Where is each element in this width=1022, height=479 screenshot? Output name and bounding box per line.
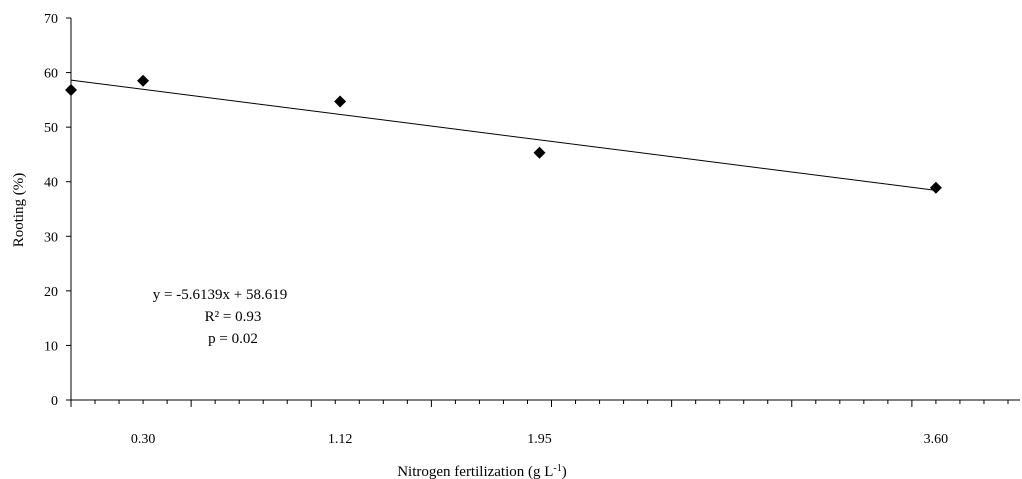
y-tick-label: 50	[44, 121, 58, 136]
regression-equation: y = -5.6139x + 58.619	[153, 287, 287, 303]
data-point	[334, 95, 347, 108]
regression-p: p = 0.02	[208, 331, 258, 347]
data-point	[137, 74, 150, 87]
y-axis: 0 10 20 30 40 50 60 70	[44, 12, 72, 409]
x-axis-title-superscript: -1	[553, 463, 561, 474]
x-axis-title: Nitrogen fertilization (g L-1)	[397, 463, 567, 479]
y-tick-label: 30	[44, 230, 58, 245]
y-tick-label: 70	[44, 12, 58, 27]
trendline-layer	[70, 79, 936, 191]
x-tick-label: 1.95	[527, 432, 552, 447]
y-axis-title: Rooting (%)	[11, 173, 27, 248]
y-tick-label: 20	[44, 285, 58, 300]
x-axis-title-main: Nitrogen fertilization (g L	[397, 464, 553, 479]
x-axis-title-tail: )	[562, 464, 567, 479]
x-tick-label: 1.12	[328, 432, 353, 447]
regression-line	[70, 79, 936, 191]
data-point	[929, 181, 942, 194]
x-tick-label: 0.30	[131, 432, 156, 447]
x-axis: 0.30 1.12 1.95 3.60	[70, 399, 1020, 447]
y-tick-label: 40	[44, 176, 58, 191]
data-point	[65, 84, 77, 97]
regression-r2: R² = 0.93	[205, 309, 262, 325]
y-tick-label: 0	[51, 394, 58, 409]
x-tick-label: 3.60	[924, 432, 949, 447]
data-point	[533, 146, 546, 159]
y-tick-label: 10	[44, 339, 58, 354]
y-tick-label: 60	[44, 67, 58, 82]
data-points	[65, 74, 942, 194]
